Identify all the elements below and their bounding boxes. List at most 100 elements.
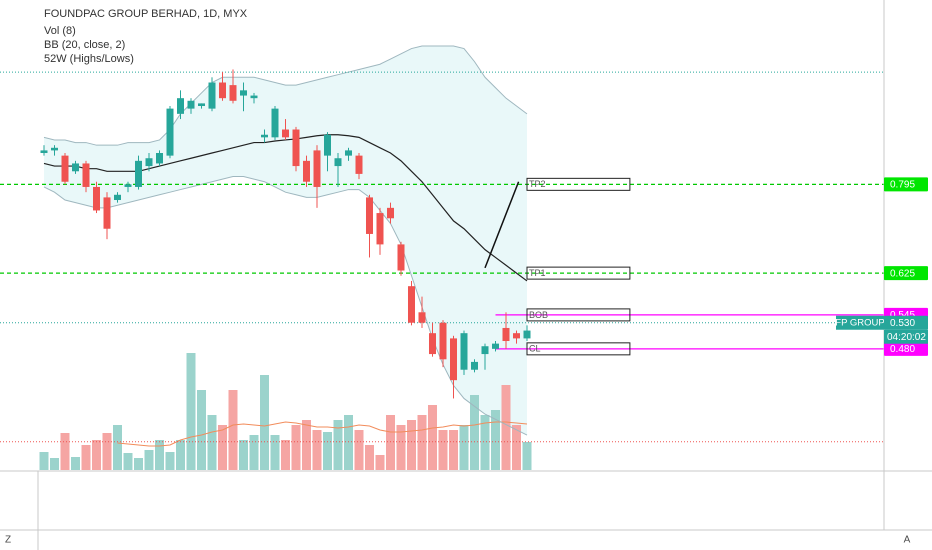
price-tag-label: 0.480 (890, 344, 915, 355)
volume-bar (312, 430, 322, 470)
volume-bar (70, 457, 80, 470)
candle-body (124, 184, 132, 187)
target-box (526, 342, 631, 356)
candle-body (481, 346, 489, 355)
bb-middle (43, 134, 528, 282)
candle-body (239, 90, 247, 96)
candle-body (82, 163, 90, 187)
volume-bar (469, 395, 479, 470)
volume-bar (448, 430, 458, 470)
volume-bar (270, 435, 280, 470)
candle-body (418, 312, 426, 323)
volume-bar (522, 442, 532, 470)
overlay: 0.795 0.625 0.545 0.480 FP GROUP 0.530 04:20:0… (835, 177, 928, 356)
candle-body (313, 150, 321, 187)
candle-body (145, 158, 153, 167)
indicator-label: BB (20, close, 2) (44, 39, 125, 51)
volume-bar (459, 425, 469, 470)
candle-body (502, 327, 510, 342)
candle-body (439, 322, 447, 360)
volume-bar (364, 445, 374, 470)
volume-bar (406, 420, 416, 470)
indicator-label: 52W (Highs/Lows) (44, 53, 134, 65)
bb-fill (43, 45, 527, 436)
corner-button[interactable]: Z (5, 535, 11, 546)
candle-body (334, 158, 342, 167)
candle-body (197, 103, 205, 107)
price-tag-label: 0.625 (890, 268, 915, 279)
indicator-label: Vol (8) (44, 25, 76, 37)
volume-bar (39, 452, 49, 470)
volume-bar (112, 425, 122, 470)
candle-body (365, 197, 373, 234)
target-label: TP1 (529, 268, 546, 278)
candle-body (103, 197, 111, 229)
volume-bar (123, 453, 133, 470)
candle-body (376, 213, 384, 245)
volume-bar (322, 432, 332, 470)
price-tag-label: 0.545 (890, 310, 915, 321)
symbol-tag-label: FP GROUP (835, 318, 884, 329)
candle-body (250, 95, 258, 99)
volume-bar (91, 440, 101, 470)
volume-bar (165, 452, 175, 470)
chart-title: FOUNDPAC GROUP BERHAD, 1D, MYX (44, 8, 248, 20)
volume-bar (102, 433, 112, 470)
candle-body (523, 330, 531, 339)
volume-bar (249, 435, 259, 470)
candle-body (61, 155, 69, 182)
candle-body (229, 85, 237, 101)
candle-body (260, 134, 268, 138)
candle-body (113, 194, 121, 201)
candle-body (292, 129, 300, 167)
candle-body (386, 207, 394, 219)
price-tag (884, 266, 928, 281)
volume-bar (228, 390, 238, 470)
volume-bar (81, 445, 91, 470)
candle-body (491, 343, 499, 349)
volume-bar (49, 458, 59, 470)
volume-bar (490, 410, 500, 470)
price-tag-label: 0.530 (890, 318, 915, 329)
volume-bar (217, 425, 227, 470)
candle-body (281, 129, 289, 138)
target-label: TP2 (529, 179, 546, 189)
volume-bar (186, 353, 196, 470)
candle-body (134, 160, 142, 187)
bb-upper (43, 45, 528, 146)
countdown-label: 04:20:02 (887, 332, 926, 343)
candle-body (218, 82, 226, 99)
candle-body (323, 134, 331, 156)
price-tag-label: 0.795 (890, 179, 915, 190)
candle-body (302, 160, 310, 182)
volume-bar (259, 375, 269, 470)
candle-body (92, 186, 100, 211)
corner-button[interactable]: A (904, 535, 911, 546)
volume-bar (354, 430, 364, 470)
price-tag (884, 341, 928, 356)
volume-ma (117, 421, 528, 447)
volume-bar (238, 440, 248, 470)
target-label: CL (529, 344, 541, 354)
symbol-tag (836, 315, 884, 330)
volume-bar (375, 455, 385, 470)
candle-body (428, 333, 436, 355)
candle-body (40, 150, 48, 154)
volume-bar (396, 425, 406, 470)
volume-bar (60, 433, 70, 470)
volume-bar (385, 415, 395, 470)
candle-body (271, 108, 279, 138)
candle-body (155, 153, 163, 164)
volume-bar (511, 425, 521, 470)
candle-body (50, 147, 58, 151)
candle-body (397, 244, 405, 271)
candle-body (176, 98, 184, 114)
candle-body (355, 155, 363, 174)
target-label: BOB (529, 310, 548, 320)
volume-bar (417, 415, 427, 470)
candle-body (344, 150, 352, 156)
volume-bar (207, 415, 217, 470)
volume-bar (427, 405, 437, 470)
volume-bar (501, 385, 511, 470)
price-tag (884, 315, 928, 330)
